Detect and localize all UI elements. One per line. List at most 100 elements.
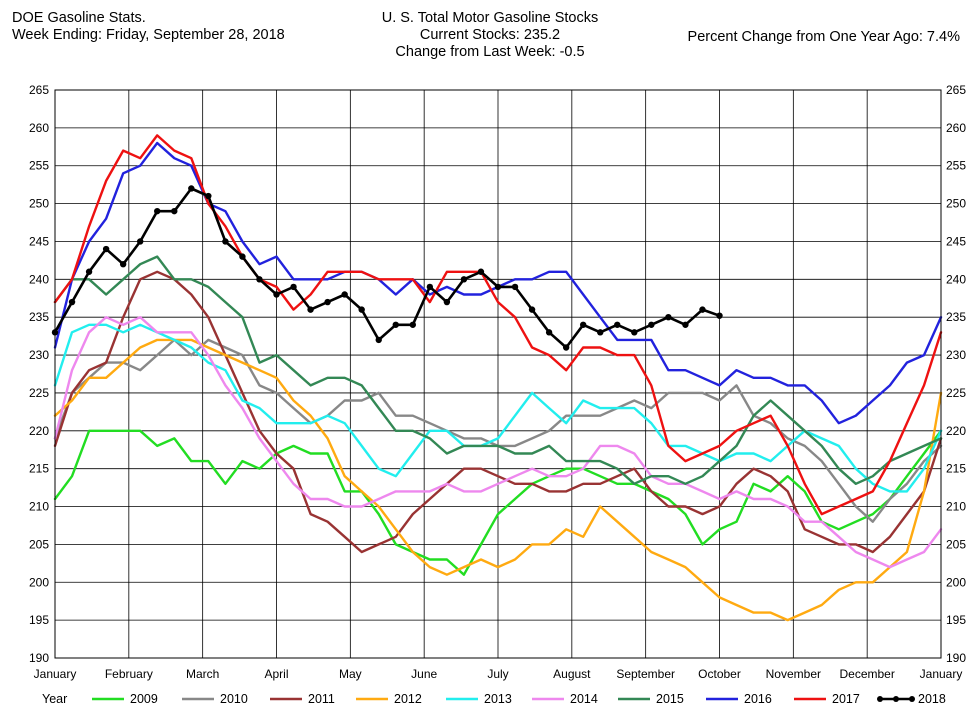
legend-marker-2018 [893, 696, 899, 702]
data-point-2018 [358, 306, 365, 313]
data-point-2018 [341, 291, 348, 298]
data-point-2018 [528, 306, 536, 313]
data-point-2018 [716, 312, 723, 319]
x-tick-label: July [487, 667, 508, 681]
x-tick-label: March [186, 667, 219, 681]
series-line-2011 [53, 270, 943, 554]
header-center: U. S. Total Motor Gasoline Stocks Curren… [340, 10, 640, 61]
y-tick-label-right: 220 [946, 424, 966, 438]
legend-label-2016: 2016 [744, 692, 772, 706]
y-axis-left: 190 195 200 205 210 215 220 225 230 235 240 245 250 2… [29, 83, 49, 665]
x-tick-label: September [616, 667, 675, 681]
legend-label-2014: 2014 [570, 692, 598, 706]
y-tick-label-right: 255 [946, 159, 966, 173]
y-tick-label-left: 205 [29, 537, 49, 551]
y-tick-label-left: 200 [29, 575, 49, 589]
y-tick-label-left: 220 [29, 424, 49, 438]
x-tick-label: February [105, 667, 153, 681]
y-tick-label-right: 200 [946, 575, 966, 589]
data-point-2018 [307, 306, 314, 313]
legend-marker-2018 [877, 696, 883, 702]
data-point-2018 [222, 238, 229, 245]
y-tick-label-right: 250 [946, 197, 966, 211]
data-point-2018 [597, 329, 604, 336]
y-tick-label-right: 195 [946, 613, 966, 627]
plot-frame [54, 89, 942, 659]
y-tick-label-left: 210 [29, 500, 49, 514]
x-axis: January February March April May June July Augu… [34, 667, 963, 681]
legend: Year 2009 2010 2011 2012 2013 2014 2015 2016 2017… [42, 692, 946, 706]
series-line-2009 [53, 429, 943, 576]
data-point-2018 [426, 283, 434, 291]
series-lines [51, 134, 943, 622]
series-line-2018 [53, 187, 721, 349]
legend-marker-2018 [909, 696, 915, 702]
y-tick-label-left: 245 [29, 234, 49, 248]
data-point-2018 [699, 306, 706, 313]
data-point-2018 [375, 336, 382, 344]
legend-label-2010: 2010 [220, 692, 248, 706]
y-tick-label-right: 230 [946, 348, 966, 362]
data-point-2018 [648, 321, 655, 328]
data-point-2018 [494, 283, 502, 291]
y-tick-label-right: 245 [946, 234, 966, 248]
series-line-2012 [53, 338, 943, 622]
y-tick-label-left: 215 [29, 462, 49, 476]
y-tick-label-left: 240 [29, 272, 49, 286]
y-tick-label-left: 230 [29, 348, 49, 362]
x-tick-label: December [839, 667, 894, 681]
data-point-2018 [136, 238, 144, 245]
series-line-2014 [53, 316, 943, 569]
grid [54, 89, 942, 659]
y-tick-label-right: 225 [946, 386, 966, 400]
chart-title: U. S. Total Motor Gasoline Stocks [381, 10, 599, 26]
data-point-2018 [614, 321, 621, 328]
data-point-2018 [477, 268, 485, 275]
legend-label-2015: 2015 [656, 692, 684, 706]
header-right: Percent Change from One Year Ago: 7.4% [688, 29, 960, 46]
y-tick-label-left: 225 [29, 386, 49, 400]
data-point-2018 [511, 283, 519, 291]
data-point-2018 [290, 283, 297, 291]
week-ending: Week Ending: Friday, September 28, 2018 [12, 27, 285, 43]
data-point-2018 [545, 329, 553, 336]
x-tick-label: October [698, 667, 741, 681]
series-line-2017 [53, 134, 943, 516]
series-line-2013 [53, 323, 943, 493]
y-tick-label-left: 190 [29, 651, 49, 665]
data-point-2018 [562, 344, 570, 351]
legend-label-2013: 2013 [484, 692, 512, 706]
data-point-2018 [102, 245, 110, 253]
data-point-2018 [68, 298, 76, 306]
data-point-2018 [460, 276, 468, 283]
data-point-2018 [631, 329, 638, 336]
current-stocks: Current Stocks: 235.2 [419, 27, 561, 43]
data-point-2018 [85, 268, 93, 275]
legend-label-2012: 2012 [394, 692, 422, 706]
yoy-percent-change: Percent Change from One Year Ago: 7.4% [687, 29, 960, 45]
header-left: DOE Gasoline Stats. Week Ending: Friday,… [12, 10, 285, 44]
data-point-2018 [579, 321, 587, 328]
y-tick-label-right: 210 [946, 500, 966, 514]
x-tick-label: June [411, 667, 437, 681]
y-tick-label-left: 255 [29, 159, 49, 173]
data-point-2018 [239, 253, 246, 260]
data-point-2018 [409, 321, 417, 328]
y-tick-label-left: 260 [29, 121, 49, 135]
data-point-2018 [665, 314, 672, 321]
y-tick-label-left: 250 [29, 197, 49, 211]
y-tick-label-right: 260 [946, 121, 966, 135]
data-point-2018 [119, 260, 127, 268]
data-point-2018 [154, 207, 161, 215]
data-point-2018 [324, 298, 331, 306]
x-tick-label: January [920, 667, 963, 681]
legend-label-2009: 2009 [130, 692, 158, 706]
x-tick-label: April [264, 667, 288, 681]
legend-title: Year [42, 692, 67, 706]
legend-label-2011: 2011 [308, 692, 335, 706]
source-title: DOE Gasoline Stats. [12, 10, 146, 26]
data-point-2018 [188, 185, 195, 192]
x-tick-label: January [34, 667, 77, 681]
y-tick-label-right: 265 [946, 83, 966, 97]
